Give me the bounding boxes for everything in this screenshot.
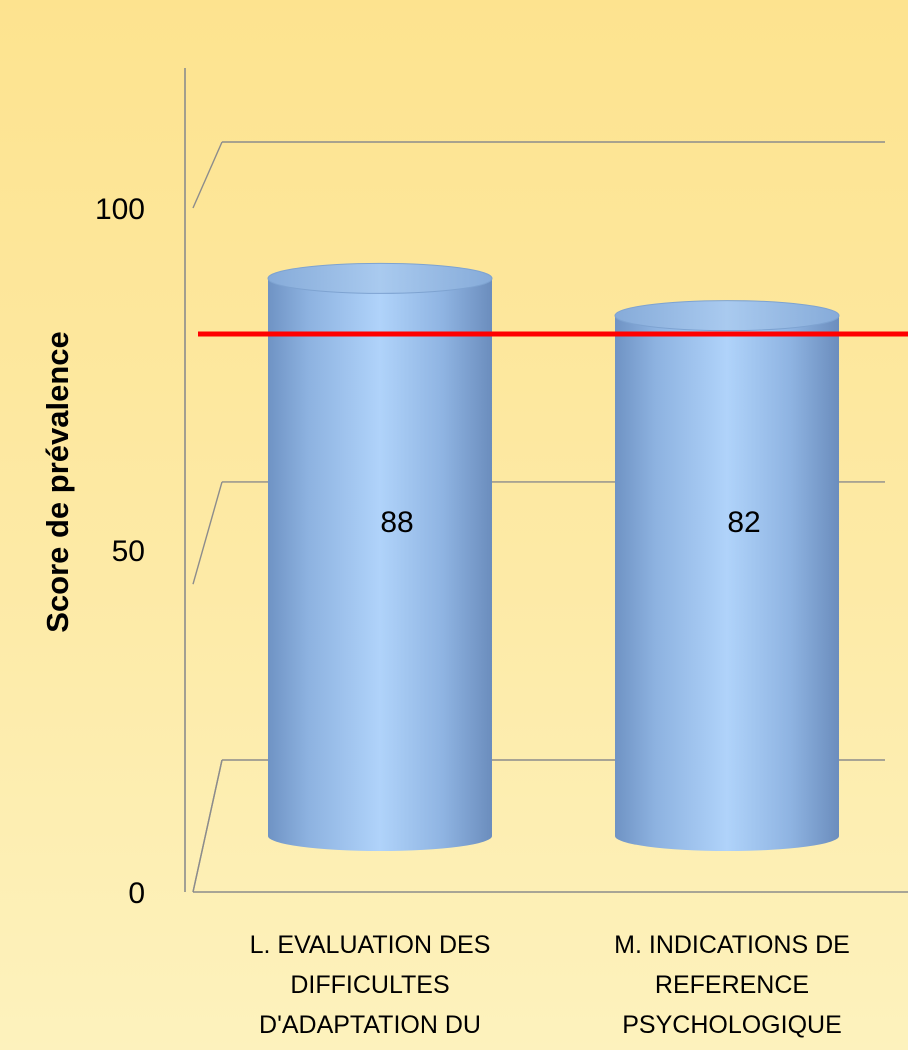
bar-body-0 bbox=[268, 278, 492, 851]
bars bbox=[267, 262, 840, 852]
bar-top-1 bbox=[614, 300, 840, 332]
floor-edge bbox=[192, 759, 223, 893]
data-labels: 88 82 bbox=[380, 506, 760, 539]
category-label-0-0: L. EVALUATION DES bbox=[250, 931, 491, 959]
category-label-1-1: REFERENCE bbox=[655, 971, 809, 999]
bar-1 bbox=[614, 300, 840, 852]
y-axis-label: Score de prévalence bbox=[40, 331, 75, 633]
category-label-1-0: M. INDICATIONS DE bbox=[614, 931, 850, 959]
y-tick-label-2: 100 bbox=[95, 193, 145, 226]
axes bbox=[184, 68, 908, 893]
category-label-0-2: D'ADAPTATION DU bbox=[259, 1011, 481, 1039]
category-labels: L. EVALUATION DES DIFFICULTES D'ADAPTATION… bbox=[250, 931, 850, 1039]
bar-0 bbox=[267, 262, 493, 851]
bar-top-0 bbox=[267, 262, 493, 294]
gridline-side-2 bbox=[192, 141, 223, 209]
y-tick-label-1: 50 bbox=[112, 535, 145, 568]
y-tick-label-0: 0 bbox=[128, 877, 145, 910]
y-tick-labels: 0 50 100 bbox=[95, 193, 145, 910]
data-label-1: 82 bbox=[727, 506, 760, 539]
data-label-0: 88 bbox=[380, 506, 413, 539]
category-label-0-1: DIFFICULTES bbox=[290, 971, 449, 999]
bar-body-1 bbox=[615, 315, 839, 852]
category-label-1-2: PSYCHOLOGIQUE bbox=[622, 1011, 842, 1039]
gridline-side-1 bbox=[192, 481, 223, 585]
